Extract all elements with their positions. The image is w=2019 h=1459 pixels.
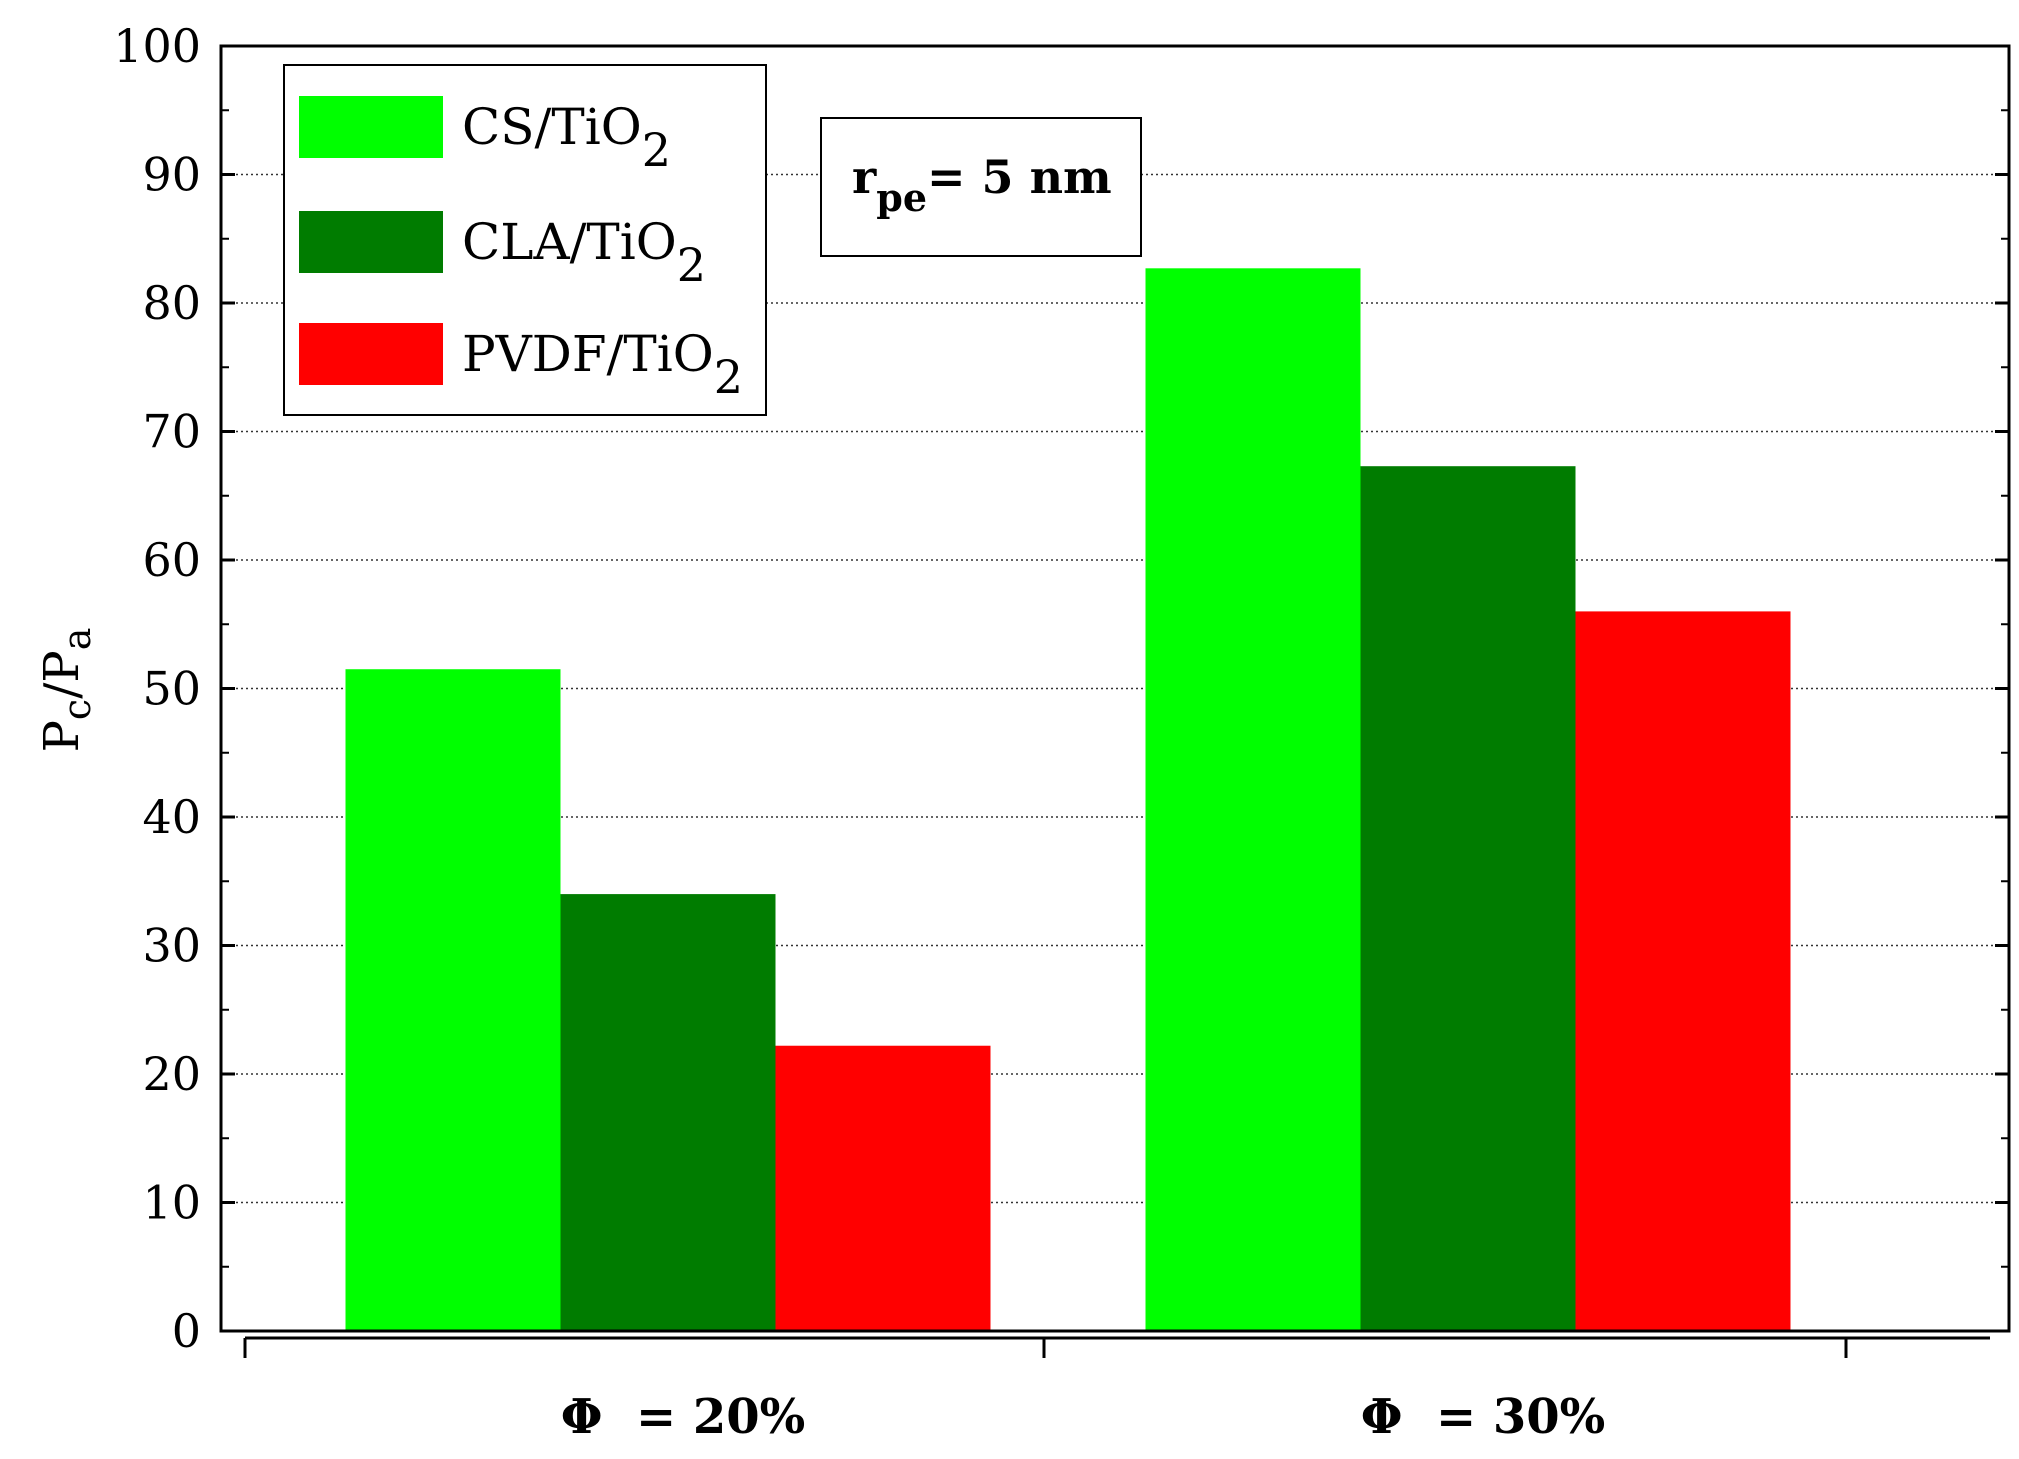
y-axis-label-sub1: c [55,699,99,720]
legend-swatch [299,96,443,158]
bar-2-2 [1360,466,1576,1331]
bars [345,268,1791,1332]
y-tick-label: 20 [142,1047,201,1101]
y-tick-label: 60 [142,533,201,587]
bar-3-2 [1575,611,1791,1331]
y-tick-label: 0 [172,1304,201,1358]
y-tick-label: 10 [142,1176,201,1230]
bar-1-2 [1145,268,1361,1332]
axes: 0 10 20 30 40 50 60 70 80 90 100 Φ = 20% Φ = 30% [113,19,2009,1445]
legend-swatch [299,323,443,385]
x-category-label: Φ = 30% [1361,1389,1606,1445]
legend-label: PVDF/TiO2 [462,325,743,404]
y-tick-label: 80 [142,276,201,330]
legend-swatch [299,211,443,273]
legend: CS/TiO2 CLA/TiO2 PVDF/TiO2 [283,64,767,416]
y-tick-label: 70 [142,405,201,459]
y-tick-label: 90 [142,148,201,202]
bar-3-1 [775,1045,991,1331]
y-tick-label: 30 [142,919,201,973]
annotation-main: r [852,150,877,204]
annotation: rpe= 5 nm [820,117,1142,257]
y-axis-label-sub2: a [55,628,99,651]
bar-1-1 [345,669,561,1331]
annotation-box [820,117,1142,257]
y-tick-label: 100 [113,19,201,73]
y-axis-label: Pc/Pa [34,628,99,753]
annotation-sub: pe [876,175,927,220]
y-axis-label-mid: /P [34,650,90,698]
legend-label: CLA/TiO2 [462,213,706,292]
bar-2-1 [560,894,776,1331]
legend-items: CS/TiO2 CLA/TiO2 PVDF/TiO2 [299,96,743,404]
legend-label: CS/TiO2 [462,98,671,177]
annotation-rest: = 5 nm [927,150,1112,204]
y-tick-label: 50 [142,662,201,716]
y-tick-label: 40 [142,790,201,844]
y-axis-label-main: P [34,720,90,752]
x-category-label: Φ = 20% [561,1389,806,1445]
annotation-text: rpe= 5 nm [852,150,1112,220]
